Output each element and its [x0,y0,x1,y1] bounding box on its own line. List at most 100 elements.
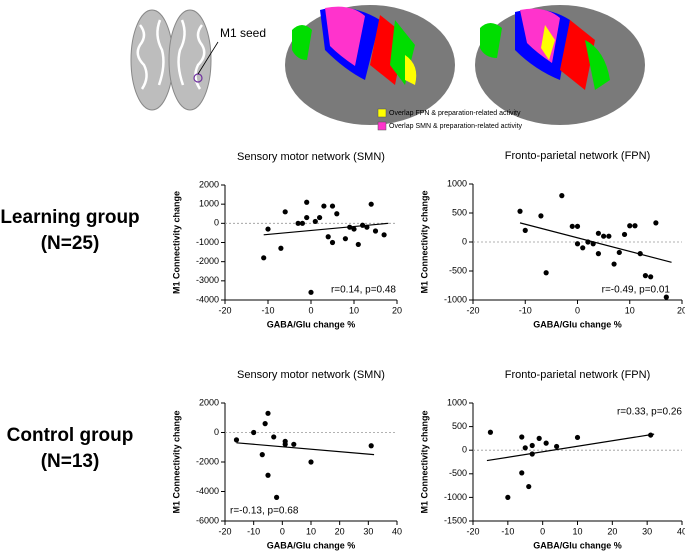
fit-line [236,442,375,456]
y-tick-label: 0 [462,445,467,455]
point [317,214,323,221]
point [308,459,314,465]
point [554,443,560,450]
point [526,483,532,490]
x-tick-label: 30 [363,526,373,536]
x-axis-label: GABA/Glu change % [533,319,622,329]
y-axis-label: M1 Connectivity change [419,190,429,293]
row-label: (N=13) [41,451,100,472]
y-axis-label: M1 Connectivity change [171,191,181,294]
x-tick-label: 0 [280,526,285,536]
point [368,201,374,207]
point [653,220,659,226]
x-tick-label: -20 [466,526,479,536]
point [487,429,494,435]
point [611,261,617,267]
row-label: (N=25) [41,233,100,254]
y-tick-label: -1000 [444,294,467,304]
point [262,421,268,427]
point [569,223,575,229]
point [261,255,267,261]
scatter-plot: Fronto-parietal network (FPN)-1500-1000-… [419,369,685,550]
point [632,223,638,229]
y-tick-label: -1000 [444,492,467,502]
plot-title: Sensory motor network (SMN) [237,369,385,381]
x-tick-label: -10 [247,526,260,536]
point [351,226,357,232]
fit-line [519,222,672,263]
point [627,223,633,229]
y-tick-label: -500 [449,468,467,478]
x-tick-label: -10 [519,305,532,315]
x-tick-label: 20 [607,526,617,536]
point [304,214,310,221]
point [295,220,301,226]
row-label: Control group [7,425,134,446]
annotation: r=0.14, p=0.48 [331,285,396,296]
x-tick-label: 20 [335,526,345,536]
point [299,220,305,226]
brain-lateral-right [475,5,645,125]
point [251,429,257,436]
x-tick-label: 20 [677,305,685,315]
x-tick-label: 10 [572,526,582,536]
point [536,435,542,441]
point [574,223,581,229]
point [522,227,528,233]
scatter-plot: Sensory motor network (SMN) -4000 -3000 -20… [171,151,402,329]
y-tick-label: 500 [452,421,467,431]
legend: Overlap FPN & preparation-related activi… [377,108,523,131]
seed-label: M1 seed [220,26,266,40]
point [616,249,622,256]
y-tick-label: -4000 [196,294,219,304]
point [648,274,654,280]
point [321,203,327,209]
point [312,218,318,225]
point [282,209,288,215]
y-axis-label: M1 Connectivity change [171,410,181,513]
point [278,245,284,251]
y-tick-label: -2000 [196,456,219,466]
x-tick-label: -10 [501,526,514,536]
y-tick-label: 0 [214,427,219,437]
y-tick-label: -6000 [196,515,219,525]
point [265,410,271,416]
x-axis-label: GABA/Glu change % [533,540,622,550]
point [329,203,336,209]
point [601,233,607,239]
x-tick-label: 30 [642,526,652,536]
point [233,437,240,443]
brain-dorsal [128,5,219,117]
y-axis-label: M1 Connectivity change [419,410,429,513]
point [334,211,340,217]
x-tick-label: -20 [218,305,231,315]
y-tick-label: 1000 [199,199,219,209]
point [559,193,565,199]
point [265,226,271,232]
y-tick-label: 500 [452,207,467,217]
legend-swatch [377,121,387,131]
y-tick-label: -1500 [444,515,467,525]
x-tick-label: -10 [261,305,274,315]
x-tick-label: 10 [306,526,316,536]
point [522,445,528,451]
point [325,234,331,240]
x-tick-label: 0 [308,305,313,315]
y-tick-label: -3000 [196,275,219,285]
legend-label: Overlap FPN & preparation-related activi… [389,110,521,117]
row-label: Learning group [0,207,139,228]
point [519,434,525,440]
row-labels: Learning group (N=25) Control group (N=13) [0,207,139,472]
point [274,494,280,500]
x-tick-label: 0 [575,305,580,315]
y-tick-label: -2000 [196,256,219,266]
point [505,494,511,500]
plot-title: Fronto-parietal network (FPN) [505,150,651,162]
point [282,438,288,444]
x-tick-label: -20 [466,305,479,315]
plot-title: Sensory motor network (SMN) [237,151,385,163]
point [271,434,277,440]
y-tick-label: 0 [462,236,467,246]
x-tick-label: 0 [540,526,545,536]
